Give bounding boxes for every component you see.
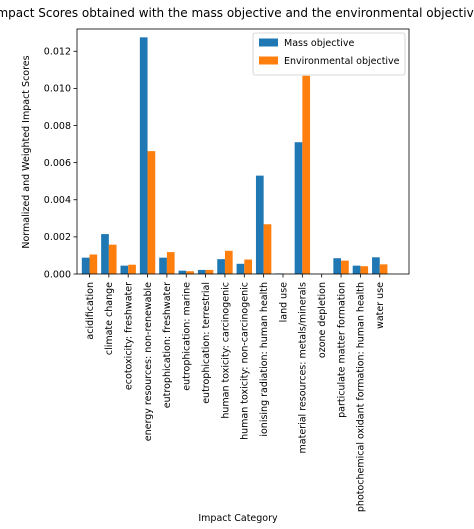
y-tick-label: 0.004 [44,195,71,206]
x-axis: acidification climate change ecotoxicity: … [85,274,386,512]
bar-environmental-15 [379,264,388,274]
x-tick-label: ionising radiation: human health [259,282,270,437]
x-tick-label: eutrophication: marine [182,282,193,391]
bar-mass-7 [217,259,225,274]
bar-environmental-3 [147,151,156,274]
legend-label-environmental: Environmental objective [284,56,400,67]
x-tick-label: ozone depletion [317,282,328,358]
bar-environmental-5 [186,271,194,274]
x-tick-label: particulate matter formation [336,282,347,418]
x-tick-label: eutrophication: terrestrial [201,282,212,404]
bar-environmental-4 [166,252,175,274]
x-tick-label: acidification [85,282,96,340]
legend-swatch-mass [259,38,278,47]
legend: Mass objective Environmental objective [252,32,406,76]
bar-environmental-7 [224,250,233,274]
x-tick-label: climate change [104,282,115,355]
legend-frame [252,32,406,76]
bar-mass-2 [120,265,129,274]
y-tick-label: 0.012 [44,47,71,58]
x-tick-label: material resources: metals/minerals [298,282,309,453]
chart-title: Impact Scores obtained with the mass obj… [0,6,474,20]
y-tick-label: 0.008 [44,121,71,132]
bar-environmental-8 [244,259,252,274]
bar-mass-13 [333,258,342,274]
y-tick-label: 0.000 [44,269,71,280]
bars-group [81,37,388,275]
bar-environmental-2 [128,264,136,274]
bar-mass-11 [294,142,303,274]
x-tick-label: eutrophication: freshwater [162,282,173,408]
plot-frame [76,28,410,275]
bar-environmental-13 [341,260,349,274]
x-tick-label: energy resources: non-renewable [143,282,154,441]
x-tick-label: human toxicity: non-carcinogenic [240,282,251,440]
bar-mass-4 [159,257,167,274]
y-tick-label: 0.002 [44,232,71,243]
x-tick-label: water use [375,282,386,329]
x-tick-label: ecotoxicity: freshwater [124,282,135,390]
bar-environmental-9 [263,224,272,274]
bar-environmental-14 [360,266,369,274]
x-tick-label: land use [278,282,289,323]
bar-mass-6 [197,269,206,274]
x-tick-label: photochemical oxidant formation: human h… [356,282,367,512]
bar-mass-1 [101,234,109,274]
bar-mass-8 [236,263,245,274]
y-tick-label: 0.006 [44,158,71,169]
bar-mass-14 [352,265,361,274]
x-axis-label: Impact Category [198,513,278,524]
legend-swatch-environmental [259,56,278,65]
bar-mass-9 [255,175,264,274]
bar-environmental-11 [302,75,311,275]
y-axis: 0.000 0.002 0.004 0.006 0.008 0.010 0.012 [44,47,77,280]
bar-environmental-1 [108,244,117,274]
bar-mass-3 [139,37,148,274]
bar-mass-15 [372,257,380,274]
legend-label-mass: Mass objective [284,38,354,49]
bar-environmental-0 [89,254,98,274]
y-tick-label: 0.010 [44,84,71,95]
x-tick-label: human toxicity: carcinogenic [220,282,231,419]
bar-mass-5 [178,270,187,274]
bar-mass-0 [81,257,90,274]
bar-environmental-6 [205,269,214,274]
y-axis-label: Normalized and Weighted Impact Scores [21,55,32,248]
